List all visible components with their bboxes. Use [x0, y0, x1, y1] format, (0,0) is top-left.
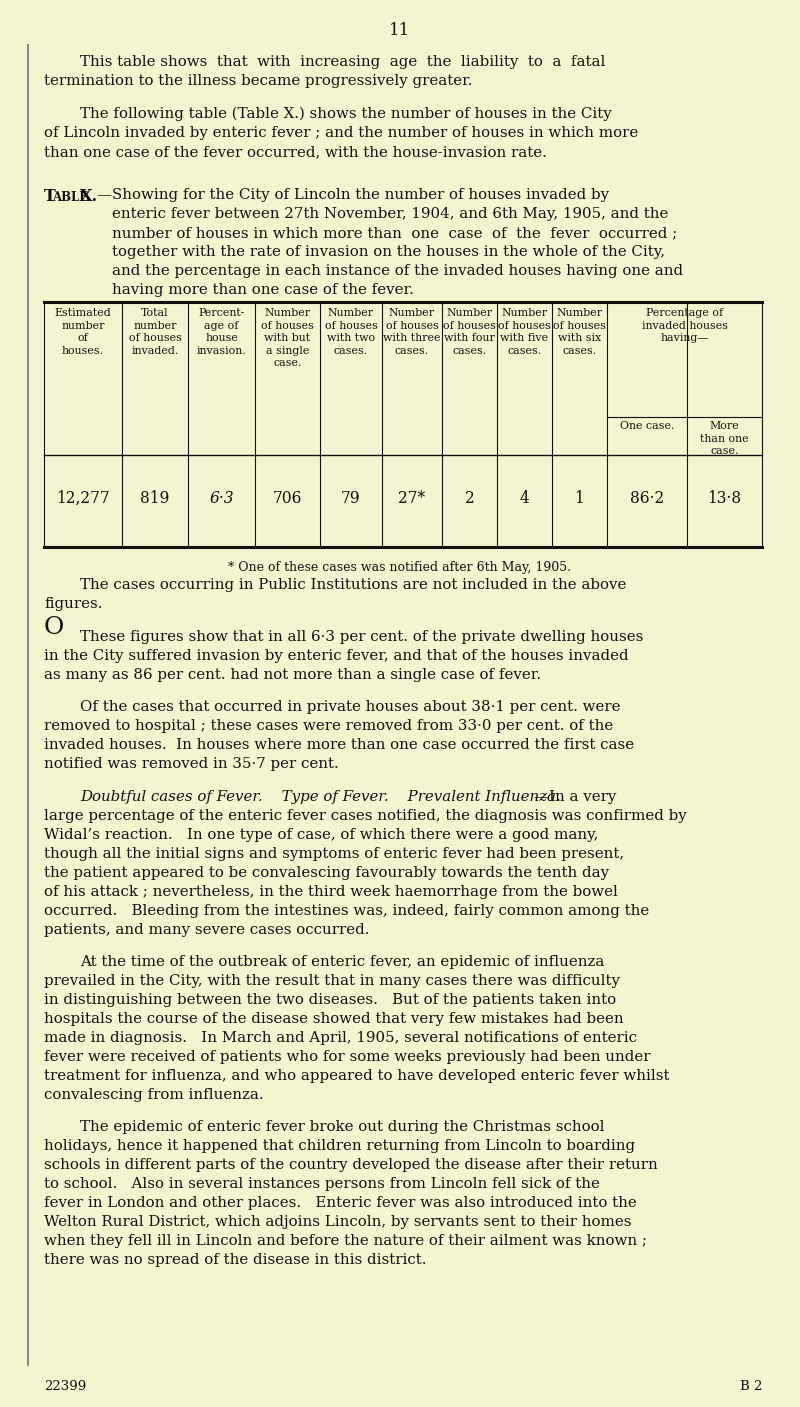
Text: 706: 706: [273, 490, 302, 507]
Text: though all the initial signs and symptoms of enteric fever had been present,: though all the initial signs and symptom…: [44, 847, 624, 861]
Text: 13·8: 13·8: [707, 490, 742, 507]
Text: 819: 819: [140, 490, 170, 507]
Text: when they fell ill in Lincoln and before the nature of their ailment was known ;: when they fell ill in Lincoln and before…: [44, 1234, 647, 1248]
Text: together with the rate of invasion on the houses in the whole of the City,: together with the rate of invasion on th…: [112, 245, 665, 259]
Text: 79: 79: [341, 490, 361, 507]
Text: 86·2: 86·2: [630, 490, 664, 507]
Text: than one case of the fever occurred, with the house-invasion rate.: than one case of the fever occurred, wit…: [44, 145, 547, 159]
Text: the patient appeared to be convalescing favourably towards the tenth day: the patient appeared to be convalescing …: [44, 865, 609, 879]
Text: convalescing from influenza.: convalescing from influenza.: [44, 1088, 264, 1102]
Text: Number
of houses
with three
cases.: Number of houses with three cases.: [383, 308, 441, 356]
Text: schools in different parts of the country developed the disease after their retu: schools in different parts of the countr…: [44, 1158, 658, 1172]
Text: Of the cases that occurred in private houses about 38·1 per cent. were: Of the cases that occurred in private ho…: [80, 701, 621, 713]
Text: Number
of houses
with five
cases.: Number of houses with five cases.: [498, 308, 551, 356]
Text: 22399: 22399: [44, 1380, 86, 1393]
Text: B 2: B 2: [740, 1380, 762, 1393]
Text: as many as 86 per cent. had not more than a single case of fever.: as many as 86 per cent. had not more tha…: [44, 668, 541, 682]
Text: Number
of houses
with four
cases.: Number of houses with four cases.: [443, 308, 496, 356]
Text: notified was removed in 35·7 per cent.: notified was removed in 35·7 per cent.: [44, 757, 338, 771]
Text: patients, and many severe cases occurred.: patients, and many severe cases occurred…: [44, 923, 370, 937]
Text: and the percentage in each instance of the invaded houses having one and: and the percentage in each instance of t…: [112, 265, 683, 279]
Text: Number
of houses
with six
cases.: Number of houses with six cases.: [553, 308, 606, 356]
Text: Welton Rural District, which adjoins Lincoln, by servants sent to their homes: Welton Rural District, which adjoins Lin…: [44, 1216, 631, 1228]
Text: of his attack ; nevertheless, in the third week haemorrhage from the bowel: of his attack ; nevertheless, in the thi…: [44, 885, 618, 899]
Text: to school.   Also in several instances persons from Lincoln fell sick of the: to school. Also in several instances per…: [44, 1178, 600, 1190]
Text: At the time of the outbreak of enteric fever, an epidemic of influenza: At the time of the outbreak of enteric f…: [80, 955, 604, 969]
Text: O: O: [44, 616, 64, 639]
Text: figures.: figures.: [44, 597, 102, 611]
Text: holidays, hence it happened that children returning from Lincoln to boarding: holidays, hence it happened that childre…: [44, 1140, 635, 1152]
Text: T: T: [44, 189, 56, 205]
Text: made in diagnosis.   In March and April, 1905, several notifications of enteric: made in diagnosis. In March and April, 1…: [44, 1031, 637, 1045]
Text: number of houses in which more than  one  case  of  the  fever  occurred ;: number of houses in which more than one …: [112, 227, 678, 241]
Text: there was no spread of the disease in this district.: there was no spread of the disease in th…: [44, 1254, 426, 1266]
Text: enteric fever between 27th November, 1904, and 6th May, 1905, and the: enteric fever between 27th November, 190…: [112, 207, 668, 221]
Text: treatment for influenza, and who appeared to have developed enteric fever whilst: treatment for influenza, and who appeare…: [44, 1069, 670, 1083]
Text: The epidemic of enteric fever broke out during the Christmas school: The epidemic of enteric fever broke out …: [80, 1120, 605, 1134]
Text: This table shows  that  with  increasing  age  the  liability  to  a  fatal: This table shows that with increasing ag…: [80, 55, 606, 69]
Text: 11: 11: [390, 23, 410, 39]
Text: 1: 1: [574, 490, 584, 507]
Text: in distinguishing between the two diseases.   But of the patients taken into: in distinguishing between the two diseas…: [44, 993, 616, 1007]
Text: These figures show that in all 6·3 per cent. of the private dwelling houses: These figures show that in all 6·3 per c…: [80, 630, 643, 644]
Text: prevailed in the City, with the result that in many cases there was difficulty: prevailed in the City, with the result t…: [44, 974, 620, 988]
Text: 27*: 27*: [398, 490, 426, 507]
Text: —Showing for the City of Lincoln the number of houses invaded by: —Showing for the City of Lincoln the num…: [97, 189, 609, 203]
Text: hospitals the course of the disease showed that very few mistakes had been: hospitals the course of the disease show…: [44, 1012, 624, 1026]
Text: in the City suffered invasion by enteric fever, and that of the houses invaded: in the City suffered invasion by enteric…: [44, 649, 629, 663]
Text: removed to hospital ; these cases were removed from 33·0 per cent. of the: removed to hospital ; these cases were r…: [44, 719, 614, 733]
Text: One case.: One case.: [620, 421, 674, 431]
Text: large percentage of the enteric fever cases notified, the diagnosis was confirme: large percentage of the enteric fever ca…: [44, 809, 686, 823]
Text: 2: 2: [465, 490, 474, 507]
Text: 12,277: 12,277: [56, 490, 110, 507]
Text: ABLE: ABLE: [52, 191, 88, 204]
Text: More
than one
case.: More than one case.: [700, 421, 749, 456]
Text: Doubtful cases of Fever.    Type of Fever.    Prevalent Influenza.: Doubtful cases of Fever. Type of Fever. …: [80, 789, 561, 803]
Text: of Lincoln invaded by enteric fever ; and the number of houses in which more: of Lincoln invaded by enteric fever ; an…: [44, 127, 638, 141]
Text: 4: 4: [520, 490, 530, 507]
Text: Number
of houses
with but
a single
case.: Number of houses with but a single case.: [261, 308, 314, 369]
Text: fever were received of patients who for some weeks previously had been under: fever were received of patients who for …: [44, 1050, 650, 1064]
Text: The cases occurring in Public Institutions are not included in the above: The cases occurring in Public Institutio…: [80, 578, 626, 592]
Text: Estimated
number
of
houses.: Estimated number of houses.: [54, 308, 111, 356]
Text: Number
of houses
with two
cases.: Number of houses with two cases.: [325, 308, 378, 356]
Text: —In a very: —In a very: [534, 789, 616, 803]
Text: termination to the illness became progressively greater.: termination to the illness became progre…: [44, 75, 473, 89]
Text: Percentage of
invaded houses
having—: Percentage of invaded houses having—: [642, 308, 727, 343]
Text: occurred.   Bleeding from the intestines was, indeed, fairly common among the: occurred. Bleeding from the intestines w…: [44, 905, 650, 917]
Text: Percent-
age of
house
invasion.: Percent- age of house invasion.: [197, 308, 246, 356]
Text: fever in London and other places.   Enteric fever was also introduced into the: fever in London and other places. Enteri…: [44, 1196, 637, 1210]
Text: having more than one case of the fever.: having more than one case of the fever.: [112, 283, 414, 297]
Text: Total
number
of houses
invaded.: Total number of houses invaded.: [129, 308, 182, 356]
Text: X.: X.: [80, 189, 98, 205]
Text: The following table (Table X.) shows the number of houses in the City: The following table (Table X.) shows the…: [80, 107, 612, 121]
Text: 6·3: 6·3: [209, 490, 234, 507]
Text: Widal’s reaction.   In one type of case, of which there were a good many,: Widal’s reaction. In one type of case, o…: [44, 827, 598, 841]
Text: * One of these cases was notified after 6th May, 1905.: * One of these cases was notified after …: [229, 561, 571, 574]
Text: invaded houses.  In houses where more than one case occurred the first case: invaded houses. In houses where more tha…: [44, 739, 634, 751]
